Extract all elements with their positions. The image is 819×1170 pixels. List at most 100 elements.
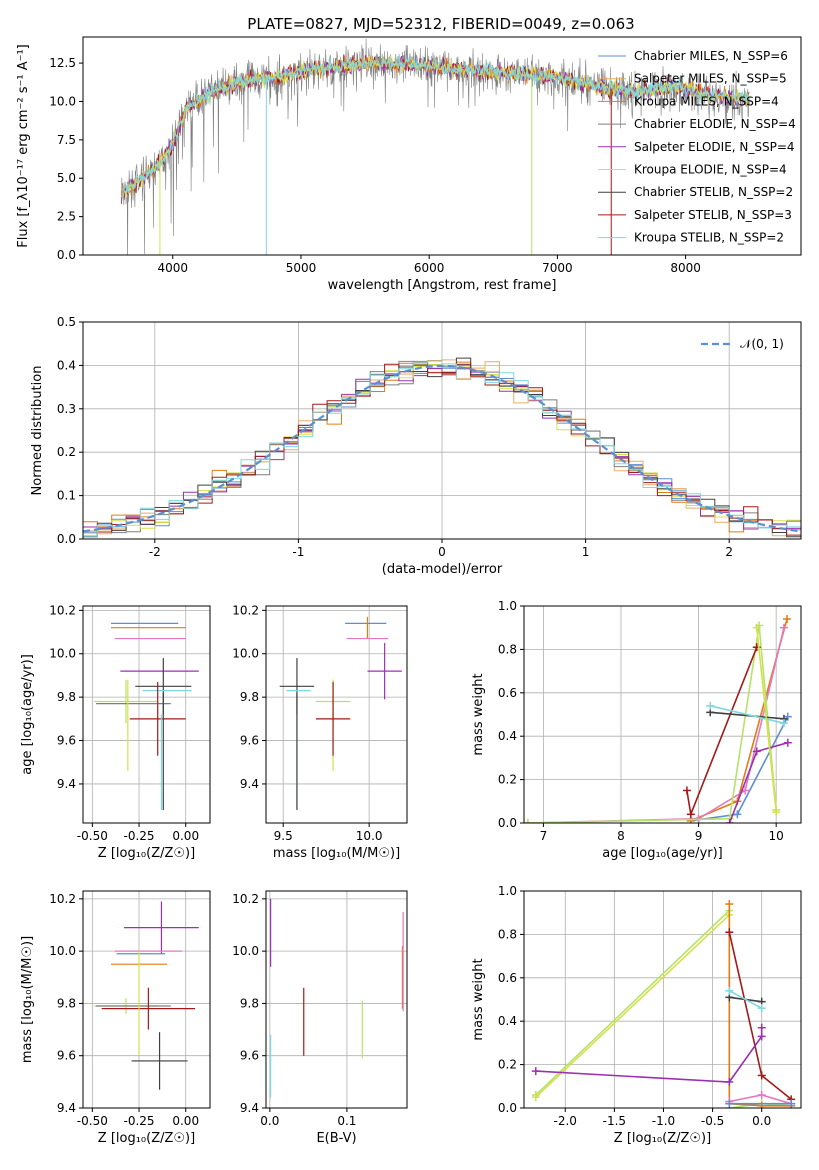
y-tick-label: 5.0 <box>57 171 76 185</box>
y-tick-label: 7.5 <box>57 133 76 147</box>
weight-series-line <box>535 1027 763 1083</box>
weight-vs-metallicity-panel-marks <box>531 900 796 1108</box>
weight-marker <box>779 719 788 728</box>
weight-series-line <box>690 716 789 822</box>
y-tick-label: 0.0 <box>498 816 517 830</box>
y-tick-label: 10.0 <box>49 647 76 661</box>
y-axis-label: mass [log₁₀(M/M☉)] <box>20 936 35 1063</box>
y-tick-label: 0.1 <box>57 489 76 503</box>
x-tick-label: 0.0 <box>752 1114 771 1128</box>
y-tick-label: 9.4 <box>240 777 259 791</box>
y-tick-label: 9.4 <box>57 777 76 791</box>
legend-entry: Kroupa ELODIE, N_SSP=4 <box>634 163 787 177</box>
age-vs-mass-panel: 9.5 10.0 9.4 9.6 9.8 10.0 10.2 mass [log₁₀(M/M☉… <box>232 603 408 861</box>
y-tick-label: 9.4 <box>57 1101 76 1115</box>
x-tick-label: -2 <box>149 545 161 559</box>
legend-entry: Chabrier ELODIE, N_SSP=4 <box>634 117 796 131</box>
x-tick-label: 5000 <box>286 261 317 275</box>
spectrum-panel-marks <box>121 38 750 255</box>
model-spectrum-line <box>121 53 750 198</box>
mass-vs-metallicity-panel-frame <box>82 890 211 1109</box>
y-tick-label: 9.8 <box>240 690 259 704</box>
x-axis-label: Z [log₁₀(Z/Z☉)] <box>98 846 195 861</box>
y-axis-label: Flux [f_λ10⁻¹⁷ erg cm⁻² s⁻¹ A⁻¹] <box>16 44 31 248</box>
weight-marker <box>733 810 742 819</box>
legend-entry: Kroupa MILES, N_SSP=4 <box>634 94 779 108</box>
weight-marker <box>779 623 788 632</box>
weight-series-line <box>535 914 730 1098</box>
y-axis-label: mass weight <box>471 958 486 1040</box>
x-tick-label: -0.5 <box>701 1114 724 1128</box>
weight-marker <box>752 747 761 756</box>
histogram-series <box>83 363 801 538</box>
weight-vs-age-panel: 7 8 9 10 0.0 0.2 0.4 0.6 0.8 1.0 age [log₁₀(age/yr… <box>471 599 802 861</box>
mass-vs-metallicity-panel-marks <box>94 901 199 1090</box>
x-tick-label: 0.00 <box>172 1114 199 1128</box>
weight-marker <box>787 1099 796 1108</box>
x-tick-label: -0.25 <box>123 829 154 843</box>
age-vs-metallicity-panel: -0.50 -0.25 0.00 9.4 9.6 9.8 10.0 10.2 Z [log₁₀(… <box>20 603 211 861</box>
x-axis-label: mass [log₁₀(M/M☉)] <box>273 846 400 861</box>
weight-series-line <box>756 627 777 813</box>
figure-title: PLATE=0827, MJD=52312, FIBERID=0049, z=0… <box>247 15 634 33</box>
x-tick-label: 9 <box>695 829 703 843</box>
y-tick-label: 0.2 <box>498 1058 517 1072</box>
x-axis-label: wavelength [Angstrom, rest frame] <box>328 278 557 293</box>
y-tick-label: 0.2 <box>498 773 517 787</box>
x-tick-label: 7 <box>540 829 548 843</box>
errorbar-point <box>129 681 186 756</box>
y-tick-label: 0.4 <box>57 358 76 372</box>
legend-entry: Salpeter STELIB, N_SSP=3 <box>634 208 792 222</box>
errorbar-point <box>367 642 402 700</box>
y-tick-label: 10.2 <box>232 892 259 906</box>
weight-vs-age-panel-frame <box>523 605 802 824</box>
weight-series-line <box>710 705 785 724</box>
weight-marker <box>752 623 761 632</box>
x-tick-label: 0.1 <box>337 1114 356 1128</box>
weight-marker <box>682 786 691 795</box>
x-tick-label: 8000 <box>670 261 701 275</box>
x-tick-label: 4000 <box>157 261 188 275</box>
y-tick-label: 0.5 <box>57 315 76 329</box>
x-tick-label: 1 <box>582 545 590 559</box>
y-tick-label: 0.6 <box>498 971 517 985</box>
errorbar-point <box>94 679 158 724</box>
weight-marker <box>524 819 532 823</box>
age-vs-metallicity-panel-frame <box>82 605 211 824</box>
weight-marker <box>757 1032 766 1041</box>
x-tick-label: 6000 <box>414 261 445 275</box>
y-tick-label: 0.4 <box>498 1014 517 1028</box>
y-tick-label: 10.2 <box>49 603 76 617</box>
weight-marker <box>757 1004 766 1013</box>
weight-marker <box>783 738 792 747</box>
age-vs-mass-panel-frame <box>265 605 408 824</box>
weight-marker <box>757 1023 766 1032</box>
x-tick-label: -1.0 <box>652 1114 675 1128</box>
y-tick-label: 0.4 <box>498 729 517 743</box>
x-tick-label: -2.0 <box>554 1114 577 1128</box>
weight-marker <box>725 900 734 909</box>
y-tick-label: 10.0 <box>49 94 76 108</box>
age-vs-mass-panel-marks <box>279 616 402 810</box>
y-tick-label: 9.8 <box>57 690 76 704</box>
y-tick-label: 9.4 <box>240 1101 259 1115</box>
age-vs-metallicity-panel-marks <box>94 622 199 810</box>
weight-series-line <box>728 904 792 1107</box>
weight-series-line <box>729 1094 792 1105</box>
legend-entry: Chabrier STELIB, N_SSP=2 <box>634 185 793 199</box>
spectrum-panel: 4000 5000 6000 7000 8000 0.0 2.5 5.0 7.5 10.0 12.5… <box>16 36 802 293</box>
legend-entry: Kroupa STELIB, N_SSP=2 <box>634 231 784 245</box>
weight-marker <box>725 928 734 937</box>
weight-marker <box>772 808 781 817</box>
y-tick-label: 10.2 <box>232 603 259 617</box>
x-axis-label: Z [log₁₀(Z/Z☉)] <box>614 1131 711 1146</box>
x-tick-label: -0.25 <box>123 1114 154 1128</box>
weight-marker <box>725 1099 734 1108</box>
y-tick-label: 12.5 <box>49 56 76 70</box>
spectrum-legend: Chabrier MILES, N_SSP=6 Salpeter MILES, N… <box>598 49 796 245</box>
residual-histogram-panel: -2 -1 0 1 2 0.0 0.1 0.2 0.3 0.4 0.5 (data-model)/er… <box>30 315 802 577</box>
plot-area: 4000 5000 6000 7000 80000.02.55.07.510.012.5… <box>16 36 802 1146</box>
x-tick-label: -0.50 <box>77 1114 108 1128</box>
weight-marker <box>725 986 734 995</box>
y-axis-label: Normed distribution <box>30 366 45 496</box>
